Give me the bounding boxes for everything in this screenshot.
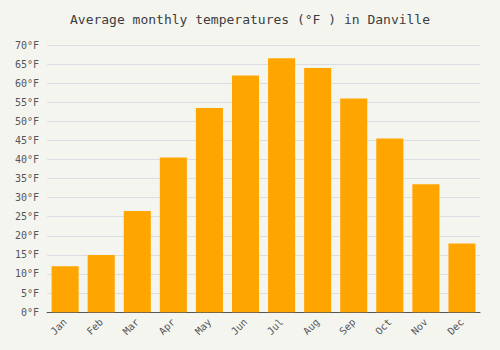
- svg-text:20°F: 20°F: [15, 230, 39, 241]
- svg-text:30°F: 30°F: [15, 192, 39, 203]
- svg-text:60°F: 60°F: [15, 78, 39, 89]
- svg-text:50°F: 50°F: [15, 116, 39, 127]
- svg-text:Aug: Aug: [301, 316, 322, 337]
- svg-text:70°F: 70°F: [15, 40, 39, 51]
- svg-text:55°F: 55°F: [15, 97, 39, 108]
- svg-text:May: May: [193, 316, 214, 337]
- svg-text:Nov: Nov: [409, 316, 430, 337]
- svg-text:Mar: Mar: [121, 316, 142, 337]
- svg-text:45°F: 45°F: [15, 135, 39, 146]
- svg-text:35°F: 35°F: [15, 173, 39, 184]
- svg-text:Average monthly temperatures (: Average monthly temperatures (°F ) in Da…: [70, 12, 430, 27]
- svg-text:10°F: 10°F: [15, 268, 39, 279]
- svg-text:5°F: 5°F: [21, 288, 39, 299]
- svg-text:25°F: 25°F: [15, 211, 39, 222]
- svg-text:Jul: Jul: [265, 316, 286, 337]
- svg-text:Jan: Jan: [48, 316, 69, 337]
- svg-text:Sep: Sep: [337, 316, 358, 337]
- svg-text:Apr: Apr: [157, 316, 178, 337]
- svg-text:Oct: Oct: [373, 316, 394, 337]
- svg-text:15°F: 15°F: [15, 249, 39, 260]
- svg-text:40°F: 40°F: [15, 154, 39, 165]
- svg-text:0°F: 0°F: [21, 307, 39, 318]
- svg-text:Feb: Feb: [85, 316, 106, 337]
- svg-text:65°F: 65°F: [15, 59, 39, 70]
- svg-text:Jun: Jun: [229, 316, 250, 337]
- svg-text:Dec: Dec: [445, 316, 466, 337]
